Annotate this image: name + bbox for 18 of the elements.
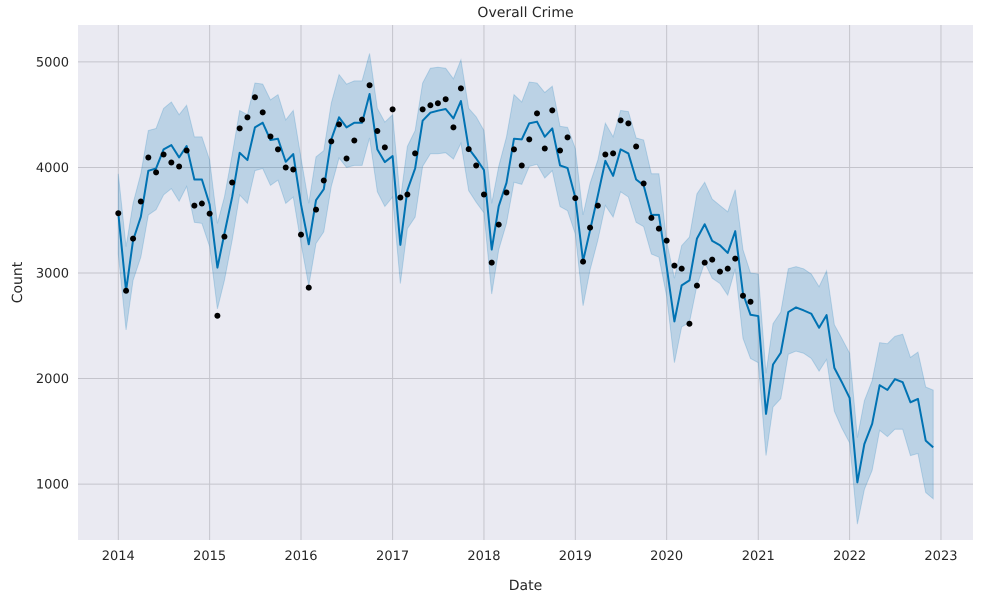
x-tick-label: 2019 [558,549,592,564]
x-tick-label: 2018 [467,549,500,564]
y-tick-label: 3000 [36,266,69,282]
chart-title: Overall Crime [477,5,574,21]
y-tick-label: 1000 [36,478,69,493]
x-tick-label: 2020 [650,549,684,564]
x-tick-label: 2023 [924,549,958,564]
x-tick-label: 2021 [742,549,775,564]
y-tick-label: 2000 [36,372,69,388]
x-tick-label: 2017 [376,549,410,564]
y-axis-title: Count [10,261,26,304]
x-tick-label: 2014 [102,549,135,564]
x-tick-label: 2016 [284,549,318,564]
y-tick-label: 5000 [36,55,69,70]
y-tick-label: 4000 [36,160,69,176]
x-axis-title: Date [508,578,542,594]
x-tick-label: 2015 [193,549,226,564]
x-tick-label: 2022 [833,549,866,564]
